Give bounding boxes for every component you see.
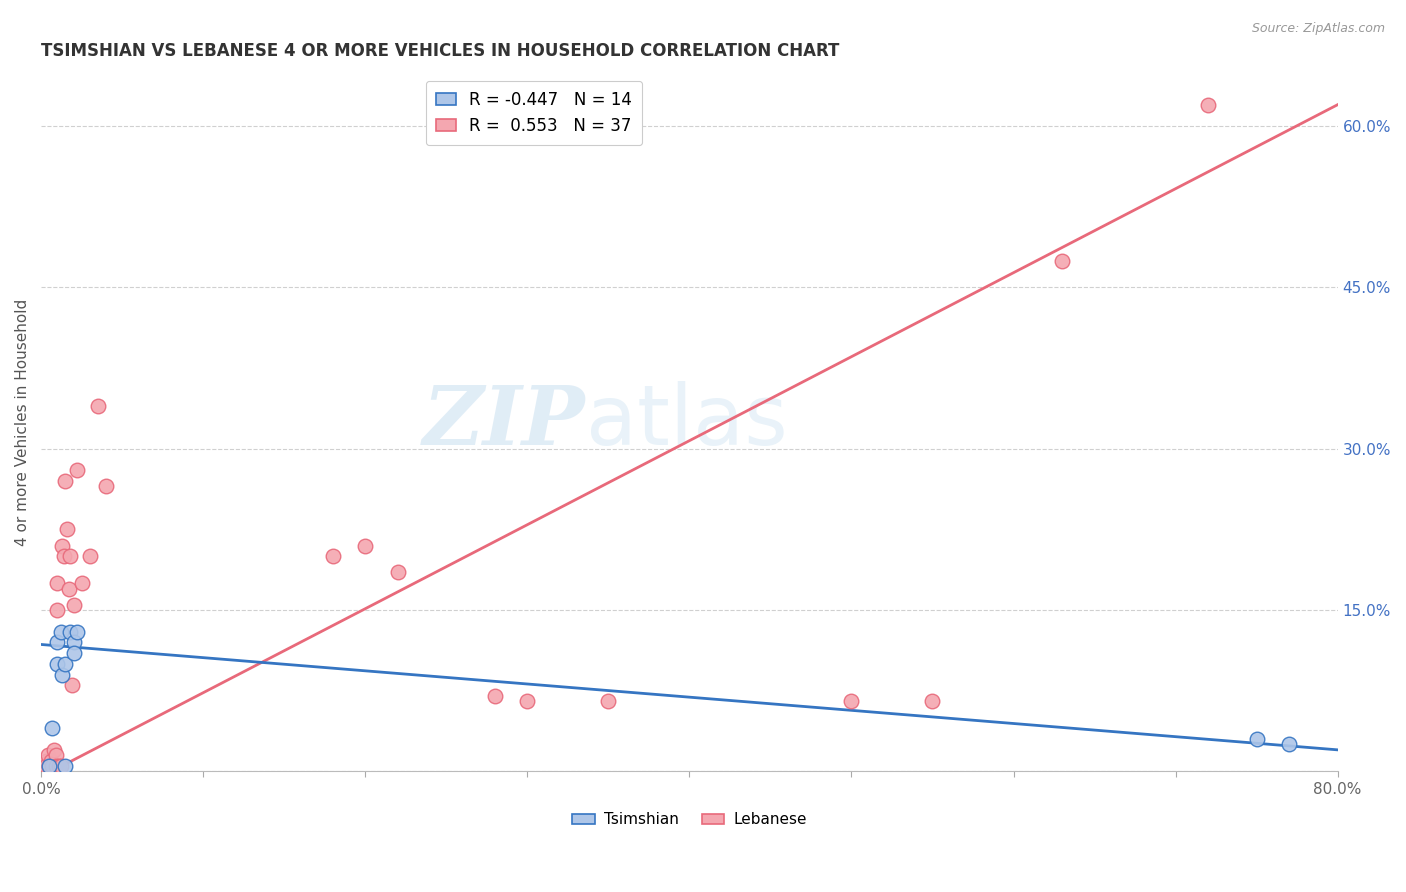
Point	[49, 624, 72, 639]
Point	[46, 635, 69, 649]
Point	[35, 754, 58, 768]
Point	[41, 722, 63, 736]
Point	[66, 463, 89, 477]
Point	[387, 566, 409, 580]
Point	[45, 759, 67, 773]
Y-axis label: 4 or more Vehicles in Household: 4 or more Vehicles in Household	[15, 298, 30, 546]
Text: ZIP: ZIP	[423, 382, 586, 462]
Text: TSIMSHIAN VS LEBANESE 4 OR MORE VEHICLES IN HOUSEHOLD CORRELATION CHART: TSIMSHIAN VS LEBANESE 4 OR MORE VEHICLES…	[41, 42, 839, 60]
Point	[921, 694, 943, 708]
Point	[38, 759, 60, 773]
Point	[46, 603, 69, 617]
Point	[62, 635, 84, 649]
Point	[1246, 732, 1268, 747]
Point	[55, 474, 77, 488]
Point	[35, 759, 58, 773]
Point	[87, 399, 110, 413]
Point	[79, 549, 101, 564]
Point	[45, 748, 67, 763]
Point	[59, 549, 82, 564]
Point	[60, 678, 83, 692]
Point	[1050, 253, 1073, 268]
Point	[55, 759, 77, 773]
Point	[841, 694, 863, 708]
Point	[48, 759, 70, 773]
Point	[38, 759, 60, 773]
Point	[1278, 738, 1301, 752]
Point	[94, 479, 117, 493]
Point	[322, 549, 344, 564]
Point	[52, 549, 75, 564]
Point	[55, 657, 77, 671]
Point	[62, 646, 84, 660]
Point	[46, 576, 69, 591]
Point	[51, 539, 73, 553]
Point	[37, 748, 59, 763]
Text: atlas: atlas	[586, 382, 787, 462]
Point	[41, 759, 63, 773]
Point	[484, 689, 506, 703]
Point	[39, 754, 62, 768]
Point	[354, 539, 377, 553]
Point	[516, 694, 538, 708]
Point	[66, 624, 89, 639]
Point	[598, 694, 620, 708]
Point	[46, 657, 69, 671]
Point	[70, 576, 93, 591]
Point	[59, 624, 82, 639]
Point	[56, 523, 79, 537]
Text: Source: ZipAtlas.com: Source: ZipAtlas.com	[1251, 22, 1385, 36]
Point	[1197, 97, 1219, 112]
Point	[58, 582, 80, 596]
Point	[34, 759, 56, 773]
Point	[51, 667, 73, 681]
Point	[42, 743, 65, 757]
Legend: Tsimshian, Lebanese: Tsimshian, Lebanese	[565, 806, 813, 834]
Point	[62, 598, 84, 612]
Point	[49, 759, 72, 773]
